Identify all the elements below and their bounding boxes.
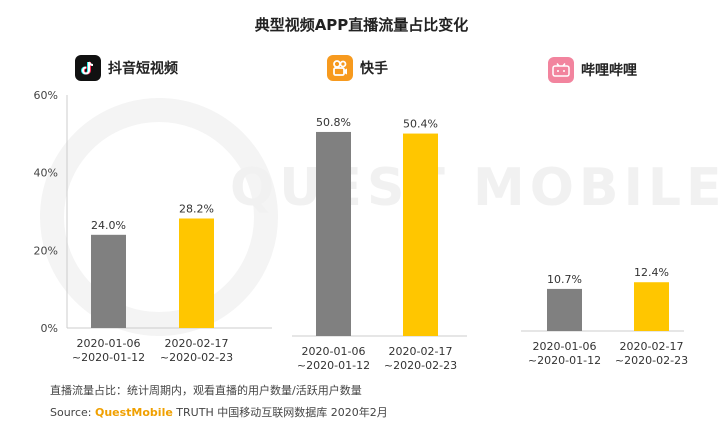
x-tick-label: 2020-02-17 [165, 337, 229, 350]
app-header-bilibili: 哔哩哔哩 [548, 55, 637, 85]
bar [91, 234, 126, 328]
bar [547, 288, 582, 331]
x-tick-label: ~2020-02-23 [615, 354, 688, 367]
source-suffix: TRUTH 中国移动互联网数据库 2020年2月 [172, 406, 388, 419]
chart-title: 典型视频APP直播流量占比变化 [254, 16, 469, 34]
source-brand: QuestMobile [94, 406, 173, 419]
y-tick-label: 60% [34, 89, 58, 102]
kuaishou-icon [327, 55, 353, 81]
y-tick-label: 40% [34, 167, 58, 180]
data-label: 50.8% [316, 116, 351, 129]
bar [179, 218, 214, 328]
bar [403, 133, 438, 336]
app-name: 哔哩哔哩 [581, 63, 637, 79]
footnote: 直播流量占比：统计周期内，观看直播的用户数量/活跃用户数量 [50, 384, 362, 397]
x-tick-label: 2020-02-17 [389, 345, 453, 358]
bilibili-icon [548, 57, 574, 83]
x-tick-label: ~2020-02-23 [160, 351, 233, 364]
app-header-kuaishou: 快手 [327, 53, 388, 83]
x-tick-label: ~2020-01-12 [297, 359, 370, 372]
watermark-text: QUEST MOBILE [230, 158, 723, 218]
source-prefix: Source: [50, 406, 95, 419]
x-tick-label: ~2020-02-23 [384, 359, 457, 372]
bar [634, 282, 669, 331]
data-label: 24.0% [91, 219, 126, 232]
x-tick-label: 2020-01-06 [77, 337, 141, 350]
x-tick-label: ~2020-01-12 [528, 354, 601, 367]
source-line: Source: QuestMobile TRUTH 中国移动互联网数据库 202… [50, 404, 388, 420]
x-tick-label: ~2020-01-12 [72, 351, 145, 364]
x-tick-label: 2020-01-06 [533, 340, 597, 353]
app-header-douyin: 抖音短视频 [75, 53, 178, 83]
y-tick-label: 20% [34, 244, 58, 257]
app-name: 快手 [360, 61, 388, 77]
data-label: 12.4% [634, 266, 669, 279]
bar [316, 131, 351, 336]
douyin-icon [75, 55, 101, 81]
data-label: 10.7% [547, 273, 582, 286]
data-label: 50.4% [403, 118, 438, 131]
x-tick-label: 2020-01-06 [302, 345, 366, 358]
y-tick-label: 0% [41, 322, 58, 335]
data-label: 28.2% [179, 202, 214, 215]
x-tick-label: 2020-02-17 [620, 340, 684, 353]
app-name: 抖音短视频 [108, 61, 178, 77]
